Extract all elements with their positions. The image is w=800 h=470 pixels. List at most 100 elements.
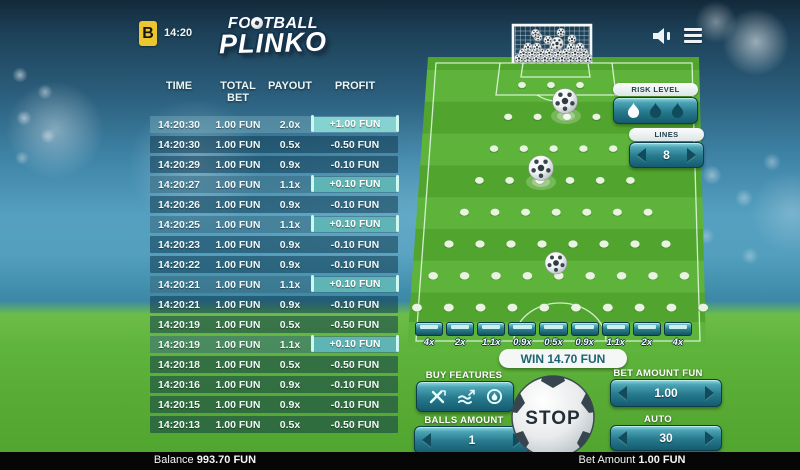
auto-increase-arrow[interactable]	[704, 431, 714, 445]
bet-decrease-arrow[interactable]	[618, 386, 627, 400]
profit-loss-value: -0.10 FUN	[330, 258, 380, 271]
buy-features-label: BUY FEATURES	[425, 370, 503, 381]
history-row: 14:20:16 1.00 FUN 0.9x -0.10 FUN	[150, 376, 398, 393]
history-table: TIME TOTAL BET PAYOUT PROFIT 14:20:30 1.0…	[150, 80, 399, 436]
auto-stepper: 30	[610, 425, 722, 451]
history-time: 14:20:13	[157, 418, 201, 431]
history-payout: 0.9x	[279, 398, 301, 411]
balls-decrease-arrow[interactable]	[422, 433, 431, 447]
history-payout: 0.9x	[279, 238, 301, 251]
history-time: 14:20:21	[157, 278, 201, 291]
bet-increase-arrow[interactable]	[704, 386, 714, 400]
profit-loss-value: -0.50 FUN	[330, 138, 380, 151]
lines-panel: LINES 8	[629, 128, 704, 168]
history-profit: -0.50 FUN	[312, 359, 398, 371]
flame-ball-icon[interactable]	[486, 388, 503, 405]
bet-amount-status: Bet Amount 1.00 FUN	[578, 454, 686, 466]
risk-level-title: RISK LEVEL	[613, 83, 698, 96]
profit-loss-value: -0.10 FUN	[330, 198, 380, 211]
profit-win-pill: +1.00 FUN	[311, 115, 399, 132]
history-total-bet: 1.00 FUN	[215, 118, 261, 131]
profit-loss-value: -0.50 FUN	[330, 318, 380, 331]
col-time: TIME	[165, 80, 193, 92]
multiplier-label: 0.5x	[544, 337, 563, 348]
history-row: 14:20:22 1.00 FUN 0.9x -0.10 FUN	[150, 256, 398, 273]
history-row: 14:20:27 1.00 FUN 1.1x +0.10 FUN	[150, 175, 399, 193]
slot-bucket	[601, 322, 630, 336]
history-payout: 0.9x	[279, 258, 301, 271]
lines-increase-arrow[interactable]	[687, 148, 696, 162]
multiplier-slot: 1.1x	[477, 322, 506, 348]
multiplier-label: 1.1x	[482, 337, 501, 348]
history-profit: -0.10 FUN	[312, 259, 398, 271]
multiplier-slot: 2x	[632, 322, 661, 348]
profit-loss-value: -0.10 FUN	[330, 238, 380, 251]
flame-icon-high[interactable]	[671, 102, 684, 119]
history-profit: +0.10 FUN	[311, 275, 399, 292]
speaker-icon[interactable]	[651, 26, 675, 46]
history-time: 14:20:16	[157, 378, 201, 391]
history-total-bet: 1.00 FUN	[215, 158, 261, 171]
hamburger-menu-icon[interactable]	[684, 28, 702, 43]
stop-label: STOP	[525, 408, 580, 429]
risk-level-selector[interactable]	[613, 97, 698, 124]
history-row: 14:20:23 1.00 FUN 0.9x -0.10 FUN	[150, 236, 398, 253]
profit-win-pill: +0.10 FUN	[311, 215, 399, 232]
bet-amount-stepper: 1.00	[610, 379, 722, 407]
history-row: 14:20:30 1.00 FUN 2.0x +1.00 FUN	[150, 115, 399, 133]
multiplier-label: 2x	[641, 337, 653, 348]
history-profit: -0.10 FUN	[312, 199, 398, 211]
history-payout: 0.5x	[279, 418, 301, 431]
profit-win-pill: +0.10 FUN	[311, 335, 399, 352]
history-rows: 14:20:30 1.00 FUN 2.0x +1.00 FUN 14:20:30 1.0…	[150, 115, 399, 433]
history-row: 14:20:26 1.00 FUN 0.9x -0.10 FUN	[150, 196, 398, 213]
balance-value: 993.70 FUN	[196, 454, 257, 466]
multiplier-slot: 0.5x	[539, 322, 568, 348]
balls-amount-label: BALLS AMOUNT	[424, 415, 504, 426]
history-time: 14:20:26	[157, 198, 201, 211]
history-total-bet: 1.00 FUN	[215, 338, 261, 351]
crossed-tools-icon[interactable]	[428, 389, 447, 405]
slot-bucket	[663, 322, 692, 336]
multiplier-slot: 0.9x	[508, 322, 537, 348]
lines-decrease-arrow[interactable]	[637, 148, 646, 162]
history-profit: -0.50 FUN	[312, 319, 398, 331]
slot-bucket	[632, 322, 661, 336]
col-payout: PAYOUT	[268, 80, 313, 92]
col-total-bet: TOTAL BET	[220, 80, 256, 104]
goal-frame	[511, 23, 593, 63]
flame-icon-low[interactable]	[627, 102, 640, 119]
slot-bucket	[477, 322, 506, 336]
profit-loss-value: -0.10 FUN	[330, 158, 380, 171]
clock: 14:20	[164, 27, 193, 39]
history-time: 14:20:25	[157, 218, 201, 231]
flame-icon-medium[interactable]	[649, 102, 662, 119]
speed-boost-icon[interactable]	[457, 389, 476, 405]
history-header: TIME TOTAL BET PAYOUT PROFIT	[150, 80, 398, 104]
auto-decrease-arrow[interactable]	[618, 431, 627, 445]
history-row: 14:20:29 1.00 FUN 0.9x -0.10 FUN	[150, 156, 398, 173]
history-total-bet: 1.00 FUN	[215, 178, 261, 191]
buy-features-panel[interactable]	[416, 381, 514, 412]
history-total-bet: 1.00 FUN	[215, 218, 261, 231]
multiplier-slot: 1.1x	[601, 322, 630, 348]
balls-amount-value: 1	[468, 433, 476, 447]
goal	[511, 23, 593, 64]
profit-loss-value: -0.50 FUN	[330, 418, 380, 431]
history-time: 14:20:23	[157, 238, 201, 251]
history-total-bet: 1.00 FUN	[215, 358, 261, 371]
provider-badge: B	[139, 21, 157, 46]
lines-stepper: 8	[629, 142, 704, 168]
history-profit: +1.00 FUN	[311, 115, 399, 132]
history-row: 14:20:21 1.00 FUN 0.9x -0.10 FUN	[150, 296, 398, 313]
logo-line-plinko: PLINKO	[218, 26, 328, 60]
logo-ball-icon	[251, 17, 264, 29]
history-time: 14:20:30	[157, 138, 201, 151]
stop-button[interactable]: STOP	[509, 373, 597, 461]
history-profit: -0.10 FUN	[312, 239, 398, 251]
profit-win-pill: +0.10 FUN	[311, 275, 399, 292]
history-time: 14:20:27	[157, 178, 201, 191]
history-payout: 0.9x	[279, 298, 301, 311]
history-total-bet: 1.00 FUN	[215, 138, 261, 151]
history-profit: +0.10 FUN	[311, 335, 399, 352]
